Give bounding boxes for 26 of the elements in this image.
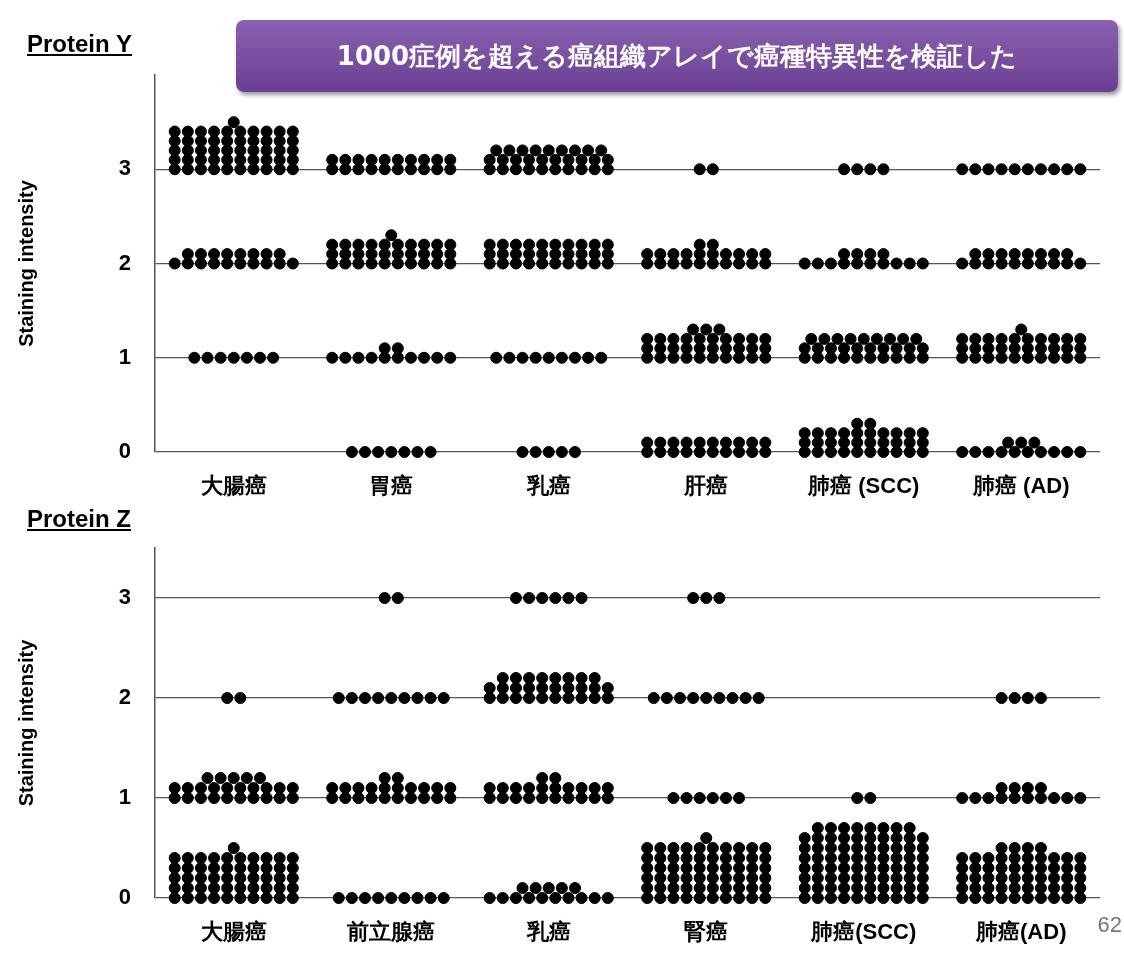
- x-tick-label: 大腸癌: [200, 919, 267, 945]
- text: 1000症例を超える癌組織アレイで癌種特異性を検証した: [336, 39, 1018, 73]
- x-tick-label: 胃癌: [369, 473, 414, 499]
- text: 62: [1097, 912, 1122, 938]
- x-tick-label: 肝癌: [683, 473, 729, 499]
- y-tick-label: 2: [118, 684, 131, 710]
- y-tick-label: 3: [118, 584, 131, 610]
- x-tick-label: 肺癌(SCC): [810, 919, 917, 945]
- x-tick-label: 乳癌: [525, 919, 571, 945]
- y-tick-label: 1: [118, 784, 131, 810]
- x-tick-label: 肺癌(AD): [975, 919, 1067, 945]
- x-tick-label: 肺癌 (SCC): [807, 473, 920, 499]
- chart-title: Protein Y: [27, 30, 132, 58]
- x-tick-label: 乳癌: [525, 473, 571, 499]
- y-tick-label: 0: [118, 438, 131, 464]
- chart-title: Protein Z: [27, 505, 132, 533]
- x-tick-label: 前立腺癌: [346, 919, 436, 945]
- y-axis-title: Staining intensity: [14, 179, 37, 347]
- x-tick-label: 腎癌: [684, 919, 729, 945]
- x-tick-label: 肺癌 (AD): [971, 473, 1070, 499]
- y-tick-label: 1: [118, 343, 131, 369]
- y-tick-label: 2: [118, 249, 131, 275]
- y-axis-title: Staining intensity: [14, 638, 37, 807]
- y-tick-label: 3: [118, 155, 131, 181]
- y-tick-label: 0: [118, 884, 131, 910]
- x-tick-label: 大腸癌: [200, 473, 267, 499]
